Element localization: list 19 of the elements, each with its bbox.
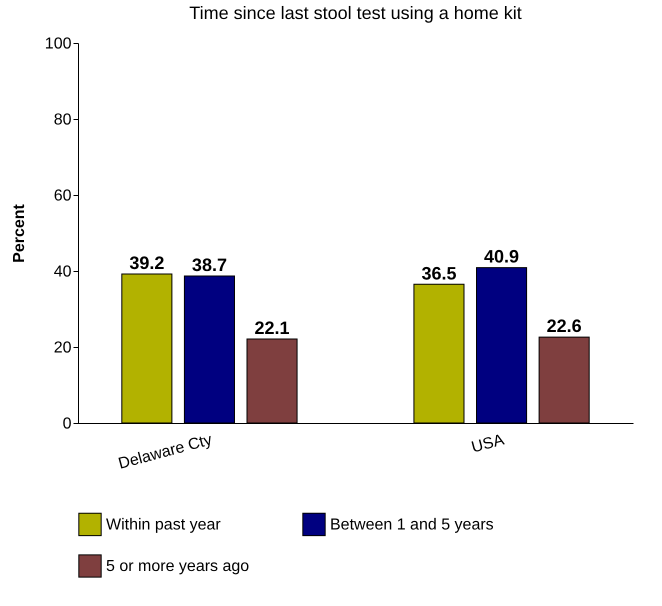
x-tick-label: Delaware Cty — [116, 432, 214, 473]
data-label: 40.9 — [484, 246, 520, 267]
data-label: 22.1 — [254, 318, 290, 338]
legend-label: Between 1 and 5 years — [330, 516, 494, 534]
y-tick-label: 0 — [62, 416, 72, 432]
y-tick-label: 60 — [54, 188, 72, 204]
data-label: 39.2 — [129, 253, 164, 274]
y-axis-title: Percent — [10, 203, 28, 263]
legend-label: 5 or more years ago — [106, 558, 250, 575]
chart-title: Time since last stool test using a home kit — [189, 3, 522, 23]
data-label: 22.6 — [546, 316, 582, 336]
x-tick-label: USA — [470, 431, 506, 456]
data-label: 36.5 — [421, 263, 456, 284]
legend-label: Within past year — [106, 516, 222, 534]
y-tick-label: 80 — [54, 112, 72, 128]
y-tick-label: 100 — [44, 36, 72, 52]
y-tick-label: 40 — [54, 264, 72, 280]
y-tick-label: 20 — [54, 340, 72, 356]
data-label: 38.7 — [192, 254, 227, 275]
